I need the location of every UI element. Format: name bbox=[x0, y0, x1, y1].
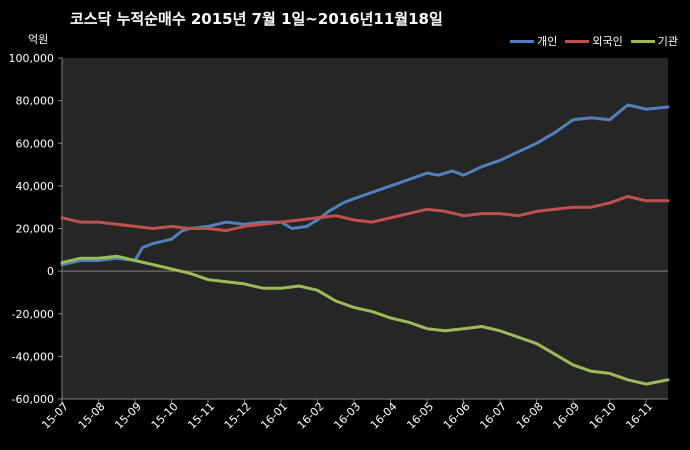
legend-swatch-individual bbox=[510, 39, 535, 43]
y-tick-label: 20,000 bbox=[16, 223, 55, 236]
x-tick-label: 15-08 bbox=[76, 400, 108, 432]
x-tick-label: 16-06 bbox=[441, 400, 473, 432]
y-tick-label: -40,000 bbox=[12, 350, 54, 363]
y-axis-unit-label: 억원 bbox=[28, 33, 49, 46]
series-line-institution bbox=[60, 254, 670, 386]
x-tick-label: 15-09 bbox=[112, 400, 144, 432]
x-tick-label: 16-02 bbox=[295, 400, 327, 432]
y-tick-label: 40,000 bbox=[16, 180, 55, 193]
legend-label-foreign: 외국인 bbox=[592, 35, 623, 48]
x-tick-label: 16-03 bbox=[331, 400, 363, 432]
legend-swatch-institution bbox=[630, 39, 655, 43]
series-line-foreign bbox=[60, 195, 670, 233]
y-tick-label: 80,000 bbox=[16, 95, 55, 108]
y-tick-label: 0 bbox=[47, 265, 54, 278]
legend-item-individual: 개인 bbox=[510, 33, 557, 49]
x-tick-label: 15-12 bbox=[222, 400, 254, 432]
legend-label-individual: 개인 bbox=[537, 35, 558, 48]
x-tick-label: 16-11 bbox=[623, 400, 655, 432]
x-tick-label: 15-10 bbox=[149, 400, 181, 432]
x-tick-label: 16-08 bbox=[514, 400, 546, 432]
legend: 개인 외국인 기관 bbox=[510, 33, 678, 49]
y-tick-label: -20,000 bbox=[12, 308, 54, 321]
x-tick-label: 16-09 bbox=[550, 400, 582, 432]
x-tick-label: 16-01 bbox=[258, 400, 290, 432]
series-line-individual bbox=[60, 103, 670, 267]
x-tick-label: 16-04 bbox=[368, 400, 400, 432]
x-tick-label: 16-05 bbox=[404, 400, 436, 432]
legend-item-foreign: 외국인 bbox=[565, 33, 623, 49]
legend-swatch-foreign bbox=[565, 39, 590, 43]
x-tick-label: 16-10 bbox=[587, 400, 619, 432]
legend-item-institution: 기관 bbox=[630, 33, 678, 49]
chart-title: 코스닥 누적순매수 2015년 7월 1일~2016년11월18일 bbox=[70, 10, 443, 28]
y-tick-label: 100,000 bbox=[9, 52, 55, 65]
x-tick-label: 16-07 bbox=[477, 400, 509, 432]
y-tick-label: 60,000 bbox=[16, 137, 55, 150]
legend-label-institution: 기관 bbox=[657, 35, 678, 48]
y-tick-label: -60,000 bbox=[12, 393, 54, 406]
x-tick-label: 15-11 bbox=[185, 400, 217, 432]
